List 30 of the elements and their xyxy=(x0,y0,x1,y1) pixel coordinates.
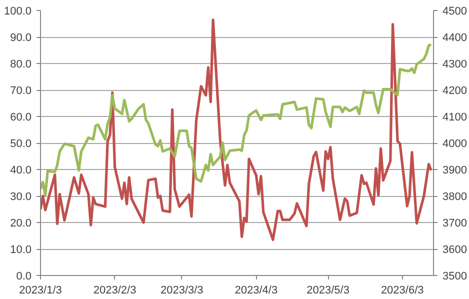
y2-tick-label: 4300 xyxy=(442,58,467,70)
y-tick-label: 40.0 xyxy=(10,164,32,176)
y2-tick-label: 4200 xyxy=(442,85,467,97)
y-tick-label: 30.0 xyxy=(10,191,32,203)
y2-tick-label: 3900 xyxy=(442,164,467,176)
y-tick-label: 0.0 xyxy=(16,270,32,282)
y2-tick-label: 4000 xyxy=(442,138,467,150)
x-tick-label: 2023/3/3 xyxy=(160,284,204,296)
y-tick-label: 80.0 xyxy=(10,58,32,70)
y2-tick-label: 3500 xyxy=(442,270,467,282)
y2-tick-label: 3700 xyxy=(442,218,467,230)
y-tick-label: 70.0 xyxy=(10,85,32,97)
y2-tick-label: 4500 xyxy=(442,6,467,18)
line-series xyxy=(40,43,432,197)
y2-tick-label: 4400 xyxy=(442,32,467,44)
y-tick-label: 20.0 xyxy=(10,218,32,230)
y-tick-label: 10.0 xyxy=(10,244,32,256)
y-tick-label: 60.0 xyxy=(10,112,32,124)
y-tick-label: 90.0 xyxy=(10,32,32,44)
y2-tick-label: 3600 xyxy=(442,244,467,256)
x-tick-label: 2023/5/3 xyxy=(306,284,350,296)
x-tick-label: 2023/6/3 xyxy=(380,284,424,296)
y2-tick-label: 4100 xyxy=(442,112,467,124)
y-tick-label: 100.0 xyxy=(4,6,32,18)
x-tick-label: 2023/1/3 xyxy=(19,284,62,296)
x-tick-label: 2023/4/3 xyxy=(234,284,278,296)
line-series xyxy=(40,18,432,242)
y-tick-label: 50.0 xyxy=(10,138,32,150)
x-tick-label: 2023/2/3 xyxy=(93,284,136,296)
y2-tick-label: 3800 xyxy=(442,191,467,203)
